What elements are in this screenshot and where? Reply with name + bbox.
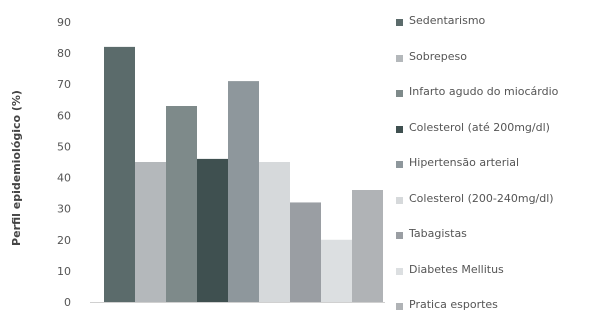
y-axis-ticks: 0 10 20 30 40 50 60 70 80 90	[57, 16, 71, 309]
y-tick-label: 30	[57, 203, 71, 216]
y-tick-label: 70	[57, 78, 71, 91]
bar-diabetes-mellitus	[321, 239, 352, 302]
y-tick-label: 90	[57, 16, 71, 29]
y-tick-label: 80	[57, 47, 71, 60]
bar-sedentarismo	[104, 46, 135, 303]
y-tick-label: 60	[57, 109, 71, 122]
y-tick-label: 50	[57, 140, 71, 153]
bar-tabagistas	[290, 202, 321, 302]
bar-infarto-agudo-do-mioc-rdio	[166, 106, 197, 302]
y-tick-label: 10	[57, 265, 71, 278]
bars	[104, 46, 383, 303]
bar-pratica-esportes	[352, 190, 383, 302]
y-tick-label: 40	[57, 172, 71, 185]
y-axis-label: Perfil epidemiológico (%)	[10, 90, 23, 246]
y-tick-label: 0	[64, 296, 71, 309]
bar-hipertens-o-arterial	[228, 81, 259, 302]
bar-colesterol-at-200mg-dl	[197, 158, 228, 302]
bar-colesterol-200-240mg-dl	[259, 162, 290, 302]
y-tick-label: 20	[57, 234, 71, 247]
bar-sobrepeso	[135, 162, 166, 302]
